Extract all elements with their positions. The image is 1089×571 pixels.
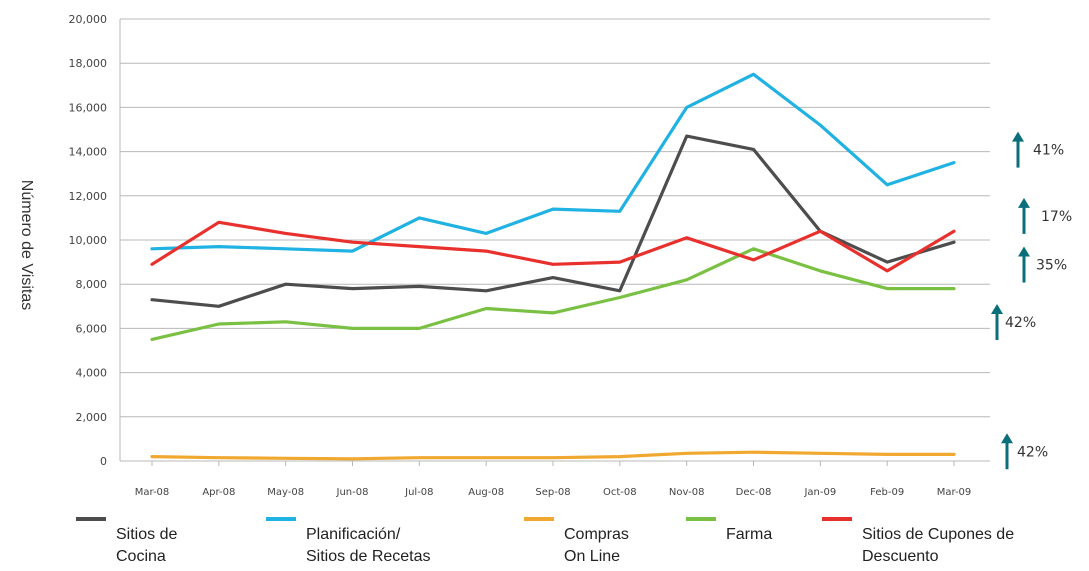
legend-label: On Line <box>564 548 620 565</box>
x-axis-ticks: Mar-08 Apr-08 May-08 Jun-08 Jul-08 Aug-08 Sep-… <box>135 461 972 498</box>
up-arrow-head <box>1018 246 1030 257</box>
legend-item: Sitios de Cupones de Descuento <box>822 517 1014 565</box>
series-line-3 <box>150 247 956 341</box>
up-arrow-head <box>1001 433 1013 444</box>
series-line-1 <box>150 72 956 253</box>
up-arrow-head <box>991 303 1003 314</box>
y-tick-label: 2,000 <box>76 411 108 424</box>
legend-label: Farma <box>726 526 772 543</box>
x-tick-label: Jan-09 <box>803 487 836 498</box>
y-tick-label: 4,000 <box>76 367 108 380</box>
series-lines <box>150 72 956 461</box>
x-tick-label: Aug-08 <box>468 487 504 498</box>
change-annotation: 35% <box>1018 246 1067 283</box>
y-tick-label: 16,000 <box>69 101 108 114</box>
series-line-0 <box>150 134 956 308</box>
y-tick-label: 14,000 <box>69 146 108 159</box>
legend-label: Sitios de <box>116 526 177 543</box>
change-annotation: 42% <box>1001 433 1048 470</box>
y-tick-label: 0 <box>100 455 107 468</box>
change-label: 42% <box>1005 315 1036 331</box>
x-tick-label: May-08 <box>267 487 304 498</box>
x-tick-label: Feb-09 <box>870 487 904 498</box>
series-line-4 <box>150 220 956 273</box>
gridlines <box>119 18 990 462</box>
change-annotation: 41% <box>1012 131 1064 168</box>
legend-label: Sitios de Recetas <box>306 548 431 565</box>
legend-item: Compras On Line <box>524 517 629 565</box>
legend-label: Descuento <box>862 548 939 565</box>
x-tick-label: Dec-08 <box>736 487 772 498</box>
y-tick-label: 18,000 <box>69 57 108 70</box>
legend-label: Cocina <box>116 548 166 565</box>
change-annotation: 42% <box>991 303 1036 340</box>
change-label: 41% <box>1033 143 1064 159</box>
y-tick-label: 12,000 <box>69 190 108 203</box>
y-tick-label: 8,000 <box>76 278 108 291</box>
change-label: 42% <box>1017 444 1048 460</box>
x-tick-label: Mar-08 <box>135 487 170 498</box>
legend-label: Sitios de Cupones de <box>862 526 1014 543</box>
x-tick-label: Apr-08 <box>202 487 235 498</box>
x-tick-label: Oct-08 <box>603 487 637 498</box>
legend-item: Sitios de Cocina <box>76 517 177 565</box>
legend-item: Farma <box>686 517 772 543</box>
legend-label: Compras <box>564 526 629 543</box>
change-label: 17% <box>1041 209 1072 225</box>
legend: Sitios de Cocina Planificación/Sitios de R… <box>76 517 1014 565</box>
x-tick-label: Nov-08 <box>669 487 705 498</box>
up-arrow-head <box>1018 197 1030 208</box>
series-line-2 <box>150 450 956 461</box>
x-tick-label: Jul-08 <box>404 487 433 498</box>
y-axis-ticks: 0 2,000 4,000 6,000 8,000 10,000 12,000 14,000 1… <box>69 13 108 468</box>
x-tick-label: Sep-08 <box>535 487 570 498</box>
change-annotation: 17% <box>1018 197 1072 234</box>
x-tick-label: Jun-08 <box>336 487 369 498</box>
y-tick-label: 6,000 <box>76 322 108 335</box>
annotations: 41% 17% 35% 42% 42% <box>991 131 1072 470</box>
x-tick-label: Mar-09 <box>937 487 972 498</box>
y-tick-label: 10,000 <box>69 234 108 247</box>
change-label: 35% <box>1036 258 1067 274</box>
up-arrow-head <box>1012 131 1024 142</box>
legend-item: Planificación/Sitios de Recetas <box>266 517 431 565</box>
legend-label: Planificación/ <box>306 526 401 543</box>
y-tick-label: 20,000 <box>69 13 108 26</box>
y-axis-label: Número de Visitas <box>18 180 35 310</box>
